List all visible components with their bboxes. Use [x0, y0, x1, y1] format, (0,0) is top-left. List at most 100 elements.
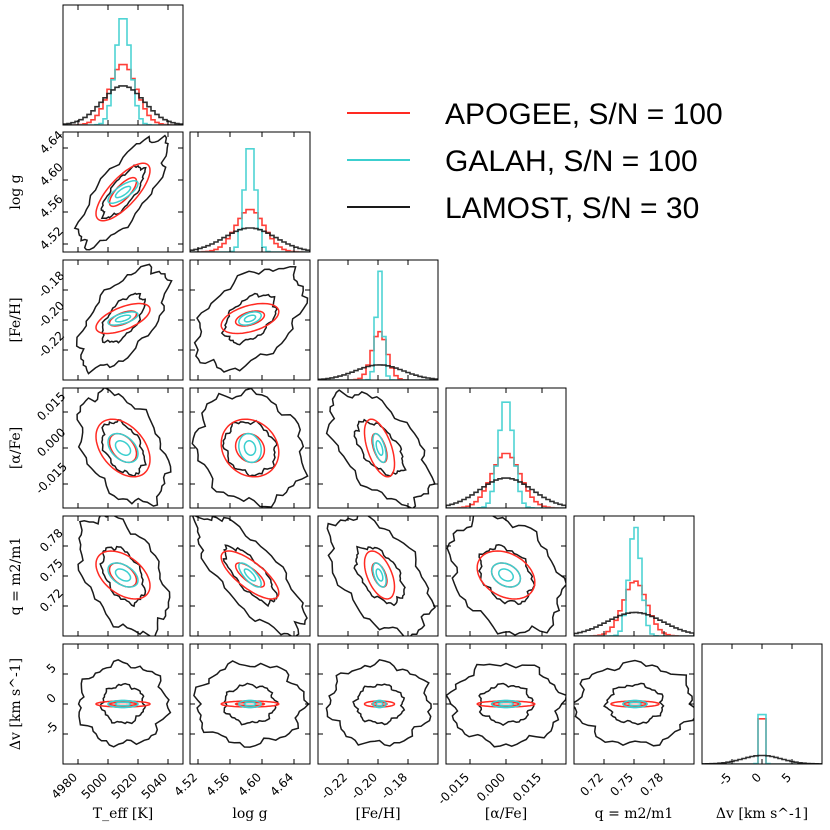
- x-tick-label-logg: 4.56: [203, 770, 232, 799]
- contour-q-logg-2-0: [222, 544, 278, 608]
- panel-alpha-alpha: [445, 387, 567, 509]
- contour-dv-q-2-1: [574, 659, 694, 747]
- panel-content: [193, 660, 310, 748]
- panel-dv-logg: 4.52 4.56 4.60 4.64: [171, 643, 311, 799]
- contour-q-feh-1-0: [375, 568, 384, 582]
- panel-content: [446, 401, 566, 508]
- y-tick-label-logg: 4.64: [37, 128, 66, 157]
- contour-alpha-teff-0-0: [108, 432, 138, 464]
- panel-frame: [573, 643, 695, 765]
- x-tick-label-feh: -0.22: [318, 770, 350, 802]
- contour-alpha-teff-2-0: [101, 418, 147, 477]
- contour-logg-teff-2-1: [73, 134, 169, 251]
- panel-content: [574, 659, 694, 747]
- contour-q-feh-2-0: [353, 545, 406, 607]
- y-axis-label-alpha: [α/Fe]: [8, 427, 24, 469]
- contour-alpha-teff-2-1: [76, 388, 172, 507]
- x-tick-label-feh: -0.20: [348, 770, 380, 802]
- contour-logg-teff-0-1: [95, 162, 151, 222]
- contour-dv-q-1-1: [622, 699, 648, 709]
- contour-dv-logg-2-1: [193, 660, 310, 748]
- y-tick-label-feh: -0.18: [35, 268, 67, 300]
- contour-q-logg-1-0: [243, 568, 257, 582]
- contour-feh-teff-1-0: [114, 314, 132, 323]
- histogram-alpha-1: [446, 401, 566, 508]
- panel-content: [77, 516, 171, 636]
- x-tick-label-alpha: 0.000: [474, 770, 508, 804]
- panel-alpha-logg: [189, 387, 311, 509]
- contour-alpha-feh-1-1: [372, 432, 387, 464]
- panel-frame: [317, 515, 439, 637]
- x-tick-label-q: 0.78: [637, 770, 666, 799]
- panel-frame: [445, 515, 567, 637]
- histogram-teff-0: [63, 63, 183, 125]
- panel-content: [574, 526, 694, 636]
- contour-q-logg-1-1: [238, 562, 262, 588]
- panel-content: [446, 662, 566, 748]
- y-tick-label-feh: -0.20: [35, 298, 67, 330]
- contour-q-logg-2-1: [191, 516, 308, 636]
- panel-content: [193, 265, 309, 373]
- panel-frame: [189, 131, 311, 253]
- contour-dv-teff-1-0: [114, 701, 132, 707]
- contour-feh-logg-2-1: [193, 265, 309, 373]
- panel-dv-dv: -5 0 5: [701, 643, 823, 789]
- contour-dv-teff-0-1: [95, 700, 151, 708]
- contour-feh-teff-0-1: [95, 302, 151, 335]
- histogram-feh-2: [318, 364, 438, 380]
- x-tick-label-teff: 5040: [139, 770, 170, 801]
- panel-content: [77, 658, 172, 748]
- panel-dv-q: 0.72 0.75 0.78: [573, 643, 695, 799]
- panel-feh-feh: [317, 259, 439, 381]
- y-tick-label-feh: -0.22: [35, 328, 67, 360]
- panel-content: [73, 134, 169, 251]
- contour-q-teff-1-0: [114, 568, 132, 582]
- panel-q-feh: [317, 515, 439, 637]
- x-tick-label-logg: 4.60: [235, 770, 264, 799]
- contour-feh-logg-0-1: [220, 302, 280, 335]
- panel-content: [63, 18, 183, 125]
- contour-alpha-teff-0-1: [95, 418, 151, 478]
- contour-dv-alpha-2-0: [478, 682, 535, 726]
- contour-q-feh-2-1: [326, 516, 436, 636]
- histogram-dv-1: [702, 713, 822, 764]
- contour-feh-logg-1-1: [238, 311, 262, 326]
- contour-q-alpha-1-0: [498, 568, 514, 582]
- y-axis-label-logg: log g: [8, 174, 24, 209]
- panel-dv-alpha: -0.015 0.000 0.015: [435, 643, 567, 807]
- contour-q-alpha-1-1: [490, 562, 522, 588]
- panel-q-logg: [189, 515, 311, 637]
- y-tick-label-dv: -5: [42, 719, 60, 737]
- contour-alpha-feh-2-0: [353, 418, 407, 477]
- x-axis-label-q: q = m2/m1: [595, 806, 674, 822]
- panel-q-teff: 0.720.750.78: [37, 515, 184, 637]
- contour-alpha-logg-0-1: [220, 418, 280, 478]
- histogram-feh-0: [318, 330, 438, 380]
- x-tick-label-logg: 4.52: [171, 770, 200, 799]
- contour-dv-logg-1-1: [238, 699, 262, 709]
- contour-alpha-logg-1-1: [238, 432, 262, 464]
- histogram-teff-2: [63, 85, 183, 125]
- x-axis-label-dv: Δv [km s^-1]: [716, 806, 808, 822]
- histogram-logg-0: [190, 208, 310, 252]
- contour-feh-teff-2-1: [75, 263, 173, 375]
- panel-frame: [189, 643, 311, 765]
- x-tick-label-dv: -5: [716, 770, 734, 788]
- x-tick-label-dv: 0: [749, 770, 764, 785]
- x-tick-label-teff: 4980: [49, 770, 80, 801]
- panel-content: [318, 270, 438, 380]
- histogram-alpha-0: [446, 452, 566, 508]
- contour-q-alpha-0-1: [476, 550, 536, 600]
- contour-dv-q-2-0: [603, 682, 665, 726]
- panel-frame: [62, 131, 184, 253]
- contour-q-logg-0-1: [220, 550, 280, 600]
- contour-alpha-logg-2-0: [221, 419, 278, 478]
- contour-dv-feh-2-1: [325, 658, 432, 747]
- contour-feh-teff-1-1: [107, 311, 139, 326]
- contour-alpha-logg-2-1: [191, 388, 309, 508]
- contour-dv-alpha-1-0: [498, 701, 514, 707]
- contour-q-teff-0-0: [108, 562, 138, 588]
- panel-dv-feh: -0.22-0.20-0.18: [317, 643, 439, 802]
- legend: APOGEE, S/N = 100 GALAH, S/N = 100 LAMOS…: [347, 98, 723, 225]
